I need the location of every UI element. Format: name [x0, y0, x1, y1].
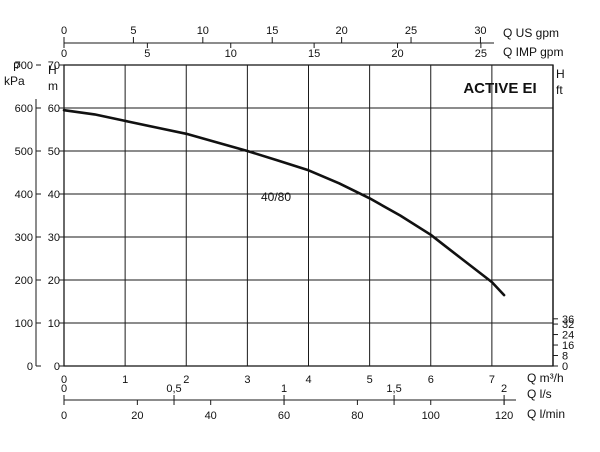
y-tick-label: 50 — [48, 146, 60, 158]
imp-gpm-axis-label: Q IMP gpm — [503, 45, 563, 59]
lmin-tick-label: 40 — [205, 410, 217, 422]
pressure-tick-label: 100 — [15, 318, 33, 330]
grid-lines — [64, 65, 553, 366]
pressure-axis-unit: kPa — [4, 74, 25, 88]
lmin-tick-label: 80 — [351, 410, 363, 422]
tick-labels: 0 1 2 3 4 5 6 701020304050607001002003004005006… — [15, 25, 575, 422]
axes — [35, 37, 558, 405]
series-layer — [62, 108, 506, 297]
imp-gpm-tick-label: 20 — [391, 48, 403, 60]
y-tick-label: 30 — [48, 232, 60, 244]
imp-gpm-tick-label: 15 — [308, 48, 320, 60]
pressure-tick-label: 0 — [27, 361, 33, 373]
feet-tick-label: 24 — [562, 330, 574, 342]
pressure-tick-label: 700 — [15, 60, 33, 72]
x-tick-label: 2 — [183, 374, 189, 386]
x-tick-label: 5 — [367, 374, 373, 386]
pressure-tick-label: 200 — [15, 275, 33, 287]
flow-lmin-axis-label: Q l/min — [527, 407, 565, 421]
y-tick-label: 10 — [48, 318, 60, 330]
y-tick-label: 60 — [48, 103, 60, 115]
us-gpm-axis-label: Q US gpm — [503, 26, 559, 40]
lmin-tick-label: 100 — [422, 410, 440, 422]
us-gpm-tick-label: 30 — [474, 25, 486, 37]
ls-tick-label: 1 — [281, 383, 287, 395]
pressure-tick-label: 500 — [15, 146, 33, 158]
us-gpm-tick-label: 10 — [197, 25, 209, 37]
head-m-axis-title: H — [48, 63, 57, 77]
pressure-tick-label: 600 — [15, 103, 33, 115]
us-gpm-tick-label: 20 — [336, 25, 348, 37]
us-gpm-tick-label: 0 — [61, 25, 67, 37]
feet-tick-label: 0 — [562, 361, 568, 373]
lmin-tick-label: 60 — [278, 410, 290, 422]
imp-gpm-tick-label: 25 — [475, 48, 487, 60]
head-m-axis-unit: m — [48, 79, 58, 93]
pressure-tick-label: 400 — [15, 189, 33, 201]
ls-tick-label: 0 — [61, 383, 67, 395]
feet-tick-label: 36 — [562, 314, 574, 326]
head-ft-axis-title: H — [556, 67, 565, 81]
ls-tick-label: 2 — [501, 383, 507, 395]
head-ft-axis-unit: ft — [556, 83, 563, 97]
ls-tick-label: 0,5 — [166, 383, 181, 395]
feet-tick-label: 16 — [562, 340, 574, 352]
lmin-tick-label: 0 — [61, 410, 67, 422]
x-tick-label: 1 — [122, 374, 128, 386]
imp-gpm-tick-label: 0 — [61, 48, 67, 60]
x-tick-label: 6 — [428, 374, 434, 386]
y-tick-label: 0 — [54, 361, 60, 373]
y-tick-label: 20 — [48, 275, 60, 287]
x-tick-label: 4 — [305, 374, 311, 386]
imp-gpm-tick-label: 5 — [144, 48, 150, 60]
us-gpm-tick-label: 15 — [266, 25, 278, 37]
flow-m3h-axis-label: Q m³/h — [527, 371, 564, 385]
pressure-axis-title: P — [13, 60, 21, 74]
lmin-tick-label: 20 — [131, 410, 143, 422]
x-tick-label: 3 — [244, 374, 250, 386]
pressure-tick-label: 300 — [15, 232, 33, 244]
x-tick-label: 0 — [61, 374, 67, 386]
series-label-40-80: 40/80 — [261, 190, 291, 204]
series-line-40-80 — [62, 108, 506, 297]
y-tick-label: 40 — [48, 189, 60, 201]
x-tick-label: 7 — [489, 374, 495, 386]
flow-ls-axis-label: Q l/s — [527, 387, 552, 401]
ls-tick-label: 1,5 — [386, 383, 401, 395]
imp-gpm-tick-label: 10 — [225, 48, 237, 60]
y-tick-label: 70 — [48, 60, 60, 72]
us-gpm-tick-label: 5 — [130, 25, 136, 37]
lmin-tick-label: 120 — [495, 410, 513, 422]
chart-title: ACTIVE EI — [463, 80, 536, 97]
us-gpm-tick-label: 25 — [405, 25, 417, 37]
feet-tick-label: 32 — [562, 319, 574, 331]
feet-tick-label: 8 — [562, 351, 568, 363]
